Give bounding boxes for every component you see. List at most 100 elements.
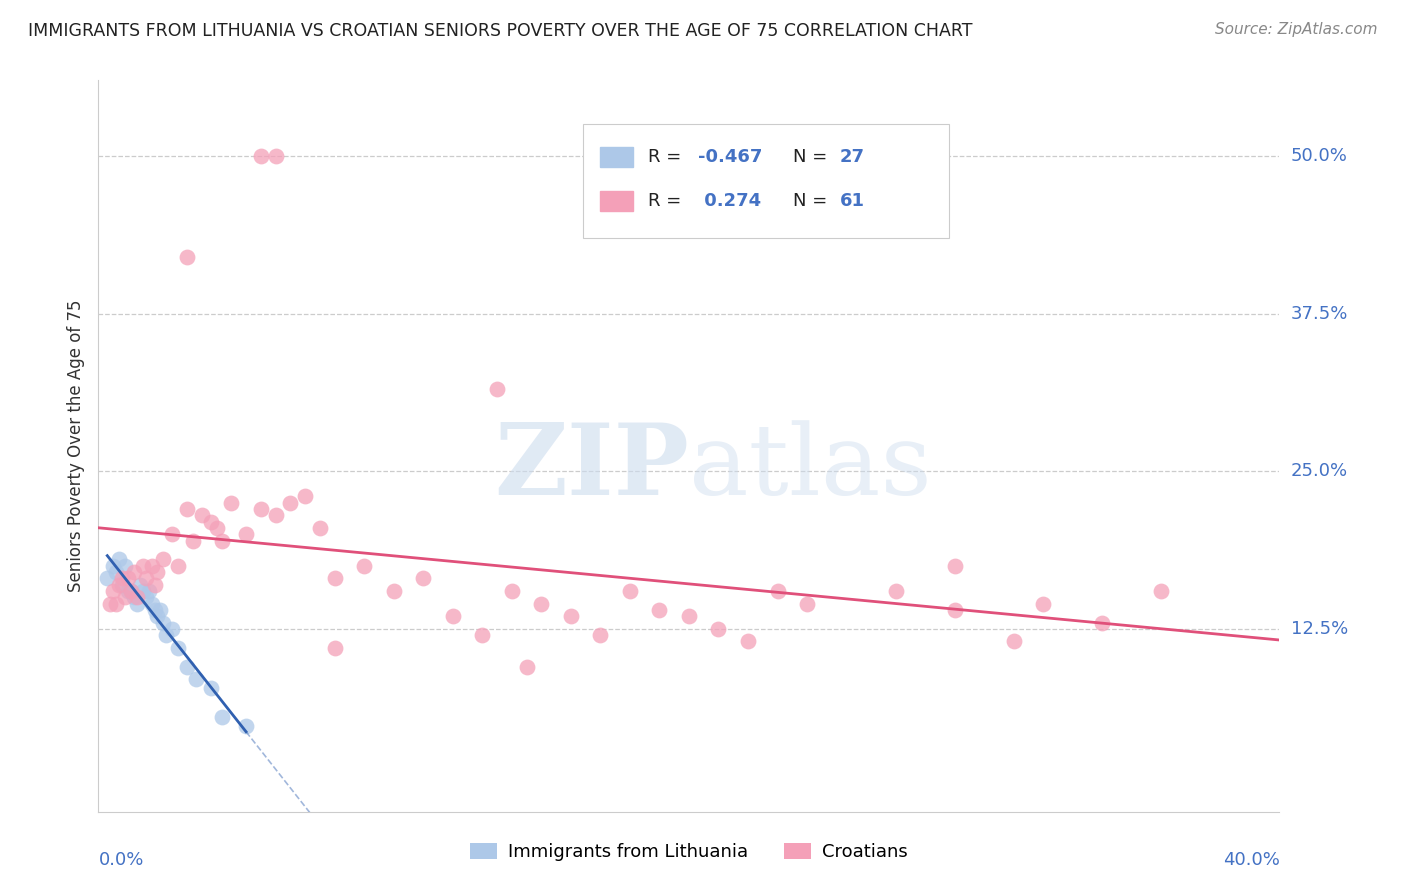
Text: 50.0%: 50.0%	[1291, 147, 1347, 165]
Point	[441, 609, 464, 624]
Point	[138, 584, 160, 599]
Point	[152, 552, 174, 566]
Point	[1002, 634, 1025, 648]
Point	[117, 584, 139, 599]
Point	[132, 584, 155, 599]
Point	[678, 609, 700, 624]
Text: 40.0%: 40.0%	[1223, 851, 1279, 869]
Point	[211, 710, 233, 724]
Point	[122, 591, 145, 605]
Point	[103, 584, 125, 599]
Point	[200, 681, 222, 695]
Point	[122, 565, 145, 579]
Point	[1091, 615, 1114, 630]
Legend: Immigrants from Lithuania, Croatians: Immigrants from Lithuania, Croatians	[463, 836, 915, 869]
Point	[108, 552, 131, 566]
Point	[530, 597, 553, 611]
Text: IMMIGRANTS FROM LITHUANIA VS CROATIAN SENIORS POVERTY OVER THE AGE OF 75 CORRELA: IMMIGRANTS FROM LITHUANIA VS CROATIAN SE…	[28, 22, 973, 40]
Point	[294, 490, 316, 504]
Text: ZIP: ZIP	[494, 419, 689, 516]
Text: R =: R =	[648, 148, 686, 166]
Point	[167, 558, 190, 573]
Point	[943, 558, 966, 573]
Text: 37.5%: 37.5%	[1291, 304, 1348, 323]
Point	[135, 571, 157, 585]
Text: R =: R =	[648, 192, 686, 210]
Point	[191, 508, 214, 523]
Point	[120, 584, 142, 599]
Point	[264, 508, 287, 523]
Point	[108, 578, 131, 592]
Text: 12.5%: 12.5%	[1291, 620, 1348, 638]
Point	[152, 615, 174, 630]
Point	[167, 640, 190, 655]
Point	[155, 628, 177, 642]
Point	[235, 719, 257, 733]
Text: N =: N =	[793, 192, 832, 210]
Point	[323, 640, 346, 655]
Point	[143, 603, 166, 617]
Point	[176, 659, 198, 673]
Point	[353, 558, 375, 573]
Point	[250, 149, 273, 163]
Point	[128, 578, 150, 592]
Point	[766, 584, 789, 599]
Point	[146, 609, 169, 624]
Point	[1150, 584, 1173, 599]
Point	[117, 571, 139, 585]
Point	[707, 622, 730, 636]
Point	[141, 558, 163, 573]
Point	[250, 502, 273, 516]
Point	[103, 558, 125, 573]
Point	[176, 502, 198, 516]
Point	[162, 622, 183, 636]
Point	[560, 609, 582, 624]
Point	[125, 597, 148, 611]
Point	[211, 533, 233, 548]
Point	[737, 634, 759, 648]
Point	[146, 565, 169, 579]
Point	[96, 571, 118, 585]
Text: 25.0%: 25.0%	[1291, 462, 1348, 480]
Point	[114, 558, 136, 573]
Point	[143, 578, 166, 592]
Point	[176, 250, 198, 264]
Point	[105, 597, 128, 611]
Point	[132, 558, 155, 573]
Text: 61: 61	[841, 192, 865, 210]
Text: Source: ZipAtlas.com: Source: ZipAtlas.com	[1215, 22, 1378, 37]
FancyBboxPatch shape	[582, 124, 949, 237]
Text: N =: N =	[793, 148, 832, 166]
Point	[323, 571, 346, 585]
Point	[309, 521, 332, 535]
Point	[486, 382, 509, 396]
Text: -0.467: -0.467	[699, 148, 763, 166]
Point	[162, 527, 183, 541]
Point	[114, 591, 136, 605]
Text: atlas: atlas	[689, 420, 932, 516]
Point	[221, 496, 243, 510]
Point	[120, 584, 142, 599]
Point	[235, 527, 257, 541]
Point	[111, 571, 134, 585]
Point	[184, 673, 207, 687]
Point	[149, 603, 172, 617]
Point	[516, 659, 538, 673]
Point	[471, 628, 494, 642]
Point	[1032, 597, 1054, 611]
Point	[205, 521, 228, 535]
Point	[796, 597, 818, 611]
Bar	[600, 147, 634, 168]
Point	[648, 603, 671, 617]
Point	[382, 584, 405, 599]
Point	[181, 533, 204, 548]
Point	[619, 584, 641, 599]
Bar	[600, 191, 634, 211]
Point	[412, 571, 434, 585]
Point	[125, 591, 148, 605]
Point	[884, 584, 907, 599]
Point	[264, 149, 287, 163]
Y-axis label: Seniors Poverty Over the Age of 75: Seniors Poverty Over the Age of 75	[66, 300, 84, 592]
Point	[200, 515, 222, 529]
Point	[135, 591, 157, 605]
